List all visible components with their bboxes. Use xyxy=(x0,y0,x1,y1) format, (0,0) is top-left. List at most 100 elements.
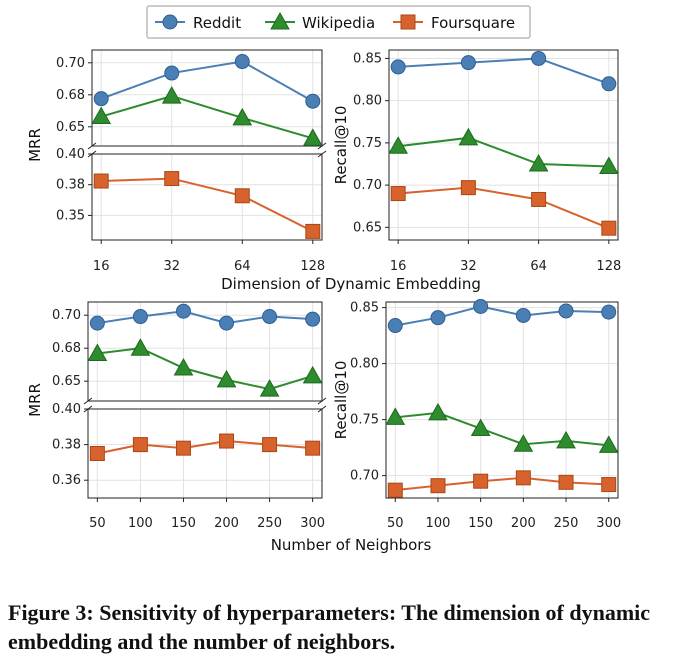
figure-caption: Figure 3: Sensitivity of hyperparameters… xyxy=(8,600,651,654)
y-tick-label: 0.38 xyxy=(56,178,85,193)
series-foursquare-point xyxy=(531,191,547,207)
series-foursquare-point xyxy=(262,437,278,453)
y-tick-label: 0.35 xyxy=(56,208,85,223)
legend-entry-foursquare: Foursquare xyxy=(393,14,515,32)
series-wikipedia-point xyxy=(598,435,619,453)
axis-break-mark xyxy=(317,405,327,413)
x-tick-label: 150 xyxy=(171,516,196,531)
legend-label-foursquare: Foursquare xyxy=(431,14,515,32)
legend-label-wikipedia: Wikipedia xyxy=(302,14,375,32)
panel-dim-recall: 0.85 0.80 0.75 0.70 0.65 16 32 64 128 Recall@10 xyxy=(332,49,621,274)
axis-break-mark xyxy=(317,142,327,150)
y-tick-label: 0.65 xyxy=(353,220,382,235)
series-wikipedia-point xyxy=(528,153,549,172)
series-reddit-line xyxy=(398,57,610,85)
panel-neighbors-mrr: 0.70 0.68 0.65 0.40 0.38 0.36 50 100 150 200 250 30… xyxy=(26,301,327,531)
y-axis-label: Recall@10 xyxy=(332,361,350,440)
legend-entry-reddit: Reddit xyxy=(155,14,241,32)
series-wikipedia-point xyxy=(216,369,237,388)
bottom-x-axis-label: Number of Neighbors xyxy=(271,536,432,554)
series-foursquare-point xyxy=(175,440,191,456)
series-reddit-point xyxy=(601,304,617,320)
x-tick-label: 32 xyxy=(460,259,477,274)
series-reddit-point xyxy=(305,311,321,327)
legend-label-reddit: Reddit xyxy=(193,14,241,32)
axis-break-mark xyxy=(87,150,97,158)
series-foursquare-point xyxy=(93,173,109,189)
series-foursquare-point xyxy=(601,220,617,236)
x-tick-label: 200 xyxy=(214,516,239,531)
axes-frame xyxy=(87,408,323,499)
x-tick-label: 100 xyxy=(426,516,451,531)
axis-break-mark xyxy=(83,397,93,405)
plot-area xyxy=(88,409,322,498)
x-tick-label: 50 xyxy=(89,516,106,531)
legend-entry-wikipedia: Wikipedia xyxy=(265,11,375,32)
y-tick-label: 0.75 xyxy=(350,413,379,428)
axis-break-mark xyxy=(87,142,97,150)
x-tick-label: 16 xyxy=(93,259,110,274)
series-foursquare-point xyxy=(601,477,617,493)
series-reddit-line xyxy=(100,60,314,103)
y-axis-label: Recall@10 xyxy=(332,106,350,185)
series-wikipedia-point xyxy=(173,357,194,376)
series-foursquare-point xyxy=(558,474,574,490)
series-reddit-point xyxy=(430,310,446,326)
x-tick-label: 64 xyxy=(530,259,547,274)
y-tick-label: 0.68 xyxy=(56,88,85,103)
x-tick-label: 16 xyxy=(390,259,407,274)
x-tick-label: 100 xyxy=(128,516,153,531)
y-tick-label: 0.80 xyxy=(350,357,379,372)
series-foursquare-line xyxy=(398,186,610,230)
y-tick-label: 0.70 xyxy=(52,308,81,323)
series-wikipedia-point xyxy=(428,402,448,421)
series-wikipedia-point xyxy=(259,379,280,397)
series-foursquare-point xyxy=(515,470,531,486)
series-reddit-point xyxy=(515,307,531,323)
series-foursquare-point xyxy=(305,223,321,239)
series-wikipedia-line xyxy=(395,411,609,447)
series-foursquare-point xyxy=(219,433,235,449)
series-foursquare-point xyxy=(234,188,250,204)
series-foursquare-point xyxy=(460,180,476,196)
series-wikipedia-point xyxy=(232,107,253,126)
series-wikipedia-point xyxy=(302,128,323,146)
legend-marker-reddit xyxy=(162,14,178,30)
y-tick-label: 0.70 xyxy=(353,178,382,193)
series-wikipedia-point xyxy=(388,136,409,154)
y-tick-label: 0.85 xyxy=(350,301,379,316)
series-wikipedia-point xyxy=(91,106,112,125)
series-reddit-point xyxy=(387,318,403,334)
series-reddit-point xyxy=(175,303,191,319)
series-foursquare-point xyxy=(473,473,489,489)
series-foursquare-point xyxy=(390,186,406,202)
figure-canvas: Reddit Wikipedia Foursquare 0.70 0.68 0.65… xyxy=(26,5,621,554)
y-tick-label: 0.75 xyxy=(353,136,382,151)
series-wikipedia-point xyxy=(130,338,151,356)
y-tick-label: 0.65 xyxy=(52,374,81,389)
top-x-axis-label: Dimension of Dynamic Embedding xyxy=(221,275,481,293)
x-tick-label: 128 xyxy=(596,259,621,274)
axis-break-mark xyxy=(83,405,93,413)
y-axis-label: MRR xyxy=(26,128,44,162)
panel-neighbors-recall: 0.85 0.80 0.75 0.70 50 100 150 200 250 300 Recall@… xyxy=(332,298,621,531)
series-reddit-point xyxy=(305,93,321,109)
legend-marker-wikipedia xyxy=(270,11,290,30)
plot-area xyxy=(389,50,618,240)
series-foursquare-line xyxy=(101,177,314,233)
series-foursquare-point xyxy=(430,478,446,494)
x-tick-label: 128 xyxy=(300,259,325,274)
series-wikipedia-point xyxy=(470,418,491,437)
series-wikipedia-point xyxy=(161,86,182,104)
series-wikipedia-point xyxy=(458,127,479,146)
series-foursquare-point xyxy=(164,171,180,187)
series-reddit-point xyxy=(601,76,617,92)
y-tick-label: 0.65 xyxy=(56,120,85,135)
y-tick-label: 0.36 xyxy=(52,473,81,488)
series-wikipedia-point xyxy=(385,407,406,425)
series-foursquare-point xyxy=(387,482,403,498)
y-tick-label: 0.68 xyxy=(52,341,81,356)
x-tick-label: 200 xyxy=(511,516,536,531)
series-reddit-point xyxy=(460,55,476,71)
series-reddit-point xyxy=(531,50,547,66)
